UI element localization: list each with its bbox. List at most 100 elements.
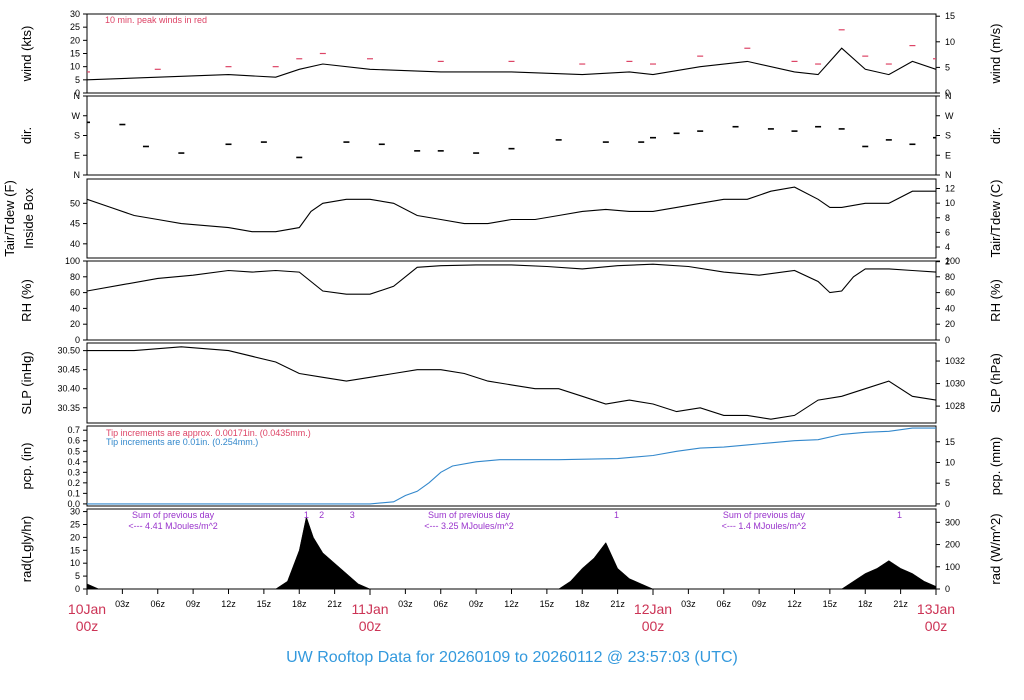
x-tick-label: 18z bbox=[292, 599, 307, 609]
radiation-sum-label: Sum of previous day bbox=[723, 510, 806, 520]
right-tick-label: 10 bbox=[945, 37, 955, 47]
plot-area bbox=[87, 186, 936, 233]
left-tick-label: 25 bbox=[70, 22, 80, 32]
radiation-area bbox=[87, 515, 936, 589]
day-hour-label: 00z bbox=[359, 618, 382, 634]
panel-pcp: 0.00.10.20.30.40.50.60.7 0 5 10 15 pcp. (in) p… bbox=[19, 425, 1003, 509]
left-tick-label: 50 bbox=[70, 198, 80, 208]
right-tick-label: 0 bbox=[945, 584, 950, 594]
right-tick-label: 15 bbox=[945, 11, 955, 21]
right-axis-label: rad (W/m^2) bbox=[988, 513, 1003, 584]
left-axis-label: Tair/Tdew (F) bbox=[2, 180, 17, 257]
x-axis: 03z 06z 09z 12z 15z 18z 21z 03z 06z 09z 12z 15z 18z 2… bbox=[68, 589, 955, 634]
right-tick-label: 15 bbox=[945, 437, 955, 447]
radiation-peak-marker: 2 bbox=[319, 510, 324, 520]
left-tick-label: W bbox=[72, 111, 81, 121]
panel-frame bbox=[86, 425, 937, 507]
left-axis-label-2: Inside Box bbox=[21, 188, 36, 249]
panel-slp: 30.35 30.40 30.45 30.50 1028 1030 1032 SLP (inH… bbox=[19, 342, 1003, 424]
right-tick-label: 100 bbox=[945, 256, 960, 266]
right-tick-label: 200 bbox=[945, 540, 960, 550]
radiation-sum-label: Sum of previous day bbox=[132, 510, 215, 520]
day-hour-label: 00z bbox=[925, 618, 948, 634]
left-tick-label: 0.5 bbox=[67, 446, 80, 456]
left-tick-label: 30 bbox=[70, 9, 80, 19]
panel-frame bbox=[86, 260, 937, 341]
right-tick-label: 20 bbox=[945, 319, 955, 329]
right-tick-label: 0 bbox=[945, 88, 950, 98]
right-tick-label: 1028 bbox=[945, 401, 965, 411]
right-tick-label: 300 bbox=[945, 517, 960, 527]
left-tick-label: 60 bbox=[70, 288, 80, 298]
left-tick-label: 20 bbox=[70, 319, 80, 329]
right-tick-label: N bbox=[945, 91, 952, 101]
radiation-peak-marker: 1 bbox=[614, 510, 619, 520]
radiation-peak-marker: 1 bbox=[897, 510, 902, 520]
x-tick-label: 03z bbox=[115, 599, 130, 609]
left-axis-label: pcp. (in) bbox=[19, 443, 34, 490]
right-tick-label: 4 bbox=[945, 242, 950, 252]
left-tick-label: N bbox=[74, 170, 81, 180]
left-tick-label: S bbox=[74, 131, 80, 141]
x-tick-label: 18z bbox=[858, 599, 873, 609]
right-tick-label: 6 bbox=[945, 227, 950, 237]
left-tick-label: 30.45 bbox=[57, 365, 80, 375]
plot-area bbox=[87, 263, 936, 295]
left-tick-label: 0 bbox=[75, 584, 80, 594]
tip-note-approx: Tip increments are approx. 0.00171in. (0… bbox=[106, 428, 311, 438]
right-tick-label: 10 bbox=[945, 457, 955, 467]
plot-area bbox=[87, 29, 936, 81]
x-tick-label: 12z bbox=[787, 599, 802, 609]
left-axis-label: SLP (inHg) bbox=[19, 351, 34, 414]
x-tick-label: 09z bbox=[752, 599, 767, 609]
Tair-line bbox=[87, 186, 936, 233]
x-tick-label: 06z bbox=[433, 599, 448, 609]
wind-line bbox=[87, 47, 936, 81]
x-tick-label: 03z bbox=[398, 599, 413, 609]
left-tick-label: 0.1 bbox=[67, 488, 80, 498]
right-tick-label: 12 bbox=[945, 184, 955, 194]
panel-note: 10 min. peak winds in red bbox=[105, 15, 207, 25]
x-tick-label: 09z bbox=[469, 599, 484, 609]
right-tick-label: S bbox=[945, 131, 951, 141]
precip-line bbox=[87, 427, 936, 505]
panel-rh: 0 20 40 60 80 100 0 20 40 60 80 100 RH (%) RH (%) bbox=[19, 256, 1003, 345]
left-tick-label: 5 bbox=[75, 75, 80, 85]
left-tick-label: 5 bbox=[75, 571, 80, 581]
left-tick-label: N bbox=[74, 91, 81, 101]
right-tick-label: 1032 bbox=[945, 356, 965, 366]
right-axis-label: pcp. (mm) bbox=[988, 437, 1003, 496]
right-tick-label: 10 bbox=[945, 198, 955, 208]
day-hour-label: 00z bbox=[642, 618, 665, 634]
radiation-peak-marker: 3 bbox=[350, 510, 355, 520]
left-axis-label: RH (%) bbox=[19, 279, 34, 322]
left-tick-label: 100 bbox=[65, 256, 80, 266]
right-axis-label: Tair/Tdew (C) bbox=[988, 179, 1003, 257]
day-label: 10Jan bbox=[68, 601, 106, 617]
left-tick-label: E bbox=[74, 150, 80, 160]
right-axis-label: SLP (hPa) bbox=[988, 353, 1003, 413]
x-tick-label: 15z bbox=[823, 599, 838, 609]
left-tick-label: 20 bbox=[70, 532, 80, 542]
radiation-sum-label: Sum of previous day bbox=[428, 510, 511, 520]
panel-frame bbox=[86, 95, 937, 176]
left-tick-label: 0 bbox=[75, 88, 80, 98]
right-tick-label: 60 bbox=[945, 288, 955, 298]
x-tick-label: 15z bbox=[257, 599, 272, 609]
right-tick-label: 1030 bbox=[945, 379, 965, 389]
tip-note-exact: Tip increments are 0.01in. (0.254mm.) bbox=[106, 437, 258, 447]
right-axis-label: RH (%) bbox=[988, 279, 1003, 322]
radiation-sum-value: <--- 3.25 MJoules/m^2 bbox=[424, 521, 514, 531]
day-label: 12Jan bbox=[634, 601, 672, 617]
left-tick-label: 0.2 bbox=[67, 478, 80, 488]
right-tick-label: 8 bbox=[945, 213, 950, 223]
x-tick-label: 21z bbox=[610, 599, 625, 609]
left-tick-label: 0.6 bbox=[67, 436, 80, 446]
right-tick-label: 5 bbox=[945, 62, 950, 72]
left-tick-label: 30.50 bbox=[57, 346, 80, 356]
SLP-line bbox=[87, 346, 936, 420]
x-tick-label: 03z bbox=[681, 599, 696, 609]
right-axis-label: dir. bbox=[988, 127, 1003, 144]
right-tick-label: N bbox=[945, 170, 952, 180]
